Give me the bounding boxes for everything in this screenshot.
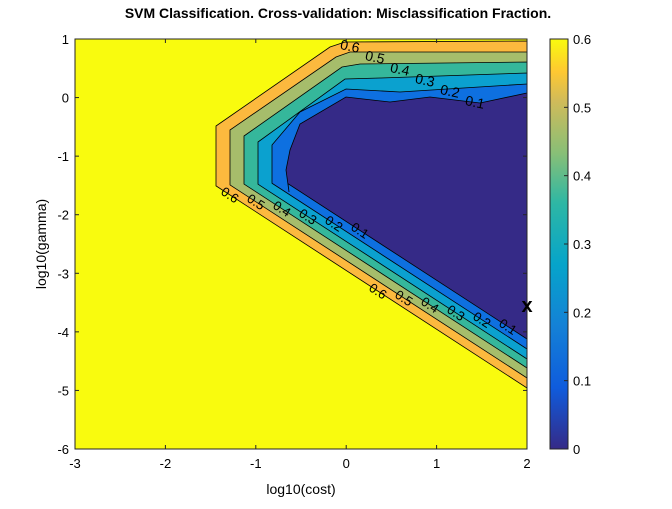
contour-label: 0.2 xyxy=(439,81,462,101)
marker-x: x xyxy=(521,295,532,317)
plot-frame xyxy=(74,38,528,450)
y-axis-label: log10(gamma) xyxy=(33,199,49,289)
axis-ticks: -3 -2 -1 0 1 2 1 0 -1 -2 -3 -4 -5 -6 xyxy=(57,32,530,471)
colorbar-ticks: 0 0.1 0.2 0.3 0.4 0.5 0.6 xyxy=(564,32,591,457)
y-tick-label: -6 xyxy=(57,442,69,457)
colorbar-tick-label: 0 xyxy=(573,442,580,457)
contour-label: 0.4 xyxy=(389,59,412,79)
colorbar-tick-label: 0.2 xyxy=(573,305,591,320)
x-tick-label: 1 xyxy=(433,456,440,471)
y-tick-label: 0 xyxy=(62,91,69,106)
x-tick-label: -2 xyxy=(160,456,172,471)
x-tick-label: -3 xyxy=(69,456,81,471)
colorbar-tick-label: 0.5 xyxy=(573,100,591,115)
y-tick-label: -3 xyxy=(57,266,69,281)
y-tick-label: -5 xyxy=(57,383,69,398)
contour-label: 0.1 xyxy=(464,92,487,112)
x-tick-label: -1 xyxy=(250,456,262,471)
y-tick-label: -2 xyxy=(57,208,69,223)
y-tick-label: -4 xyxy=(57,325,69,340)
contour-label: 0.5 xyxy=(364,47,387,67)
chart-title: SVM Classification. Cross-validation: Mi… xyxy=(125,5,551,21)
y-tick-label: -1 xyxy=(57,149,69,164)
contour-label: 0.6 xyxy=(339,36,362,56)
x-tick-label: 0 xyxy=(343,456,350,471)
x-tick-label: 2 xyxy=(523,456,530,471)
y-tick-label: 1 xyxy=(62,32,69,47)
colorbar-tick-label: 0.6 xyxy=(573,32,591,47)
colorbar-tick-label: 0.1 xyxy=(573,374,591,389)
colorbar-tick-label: 0.4 xyxy=(573,169,591,184)
contour-bands xyxy=(75,39,528,449)
x-axis-label: log10(cost) xyxy=(266,481,335,497)
contour-label: 0.3 xyxy=(414,70,437,90)
colorbar-tick-label: 0.3 xyxy=(573,237,591,252)
